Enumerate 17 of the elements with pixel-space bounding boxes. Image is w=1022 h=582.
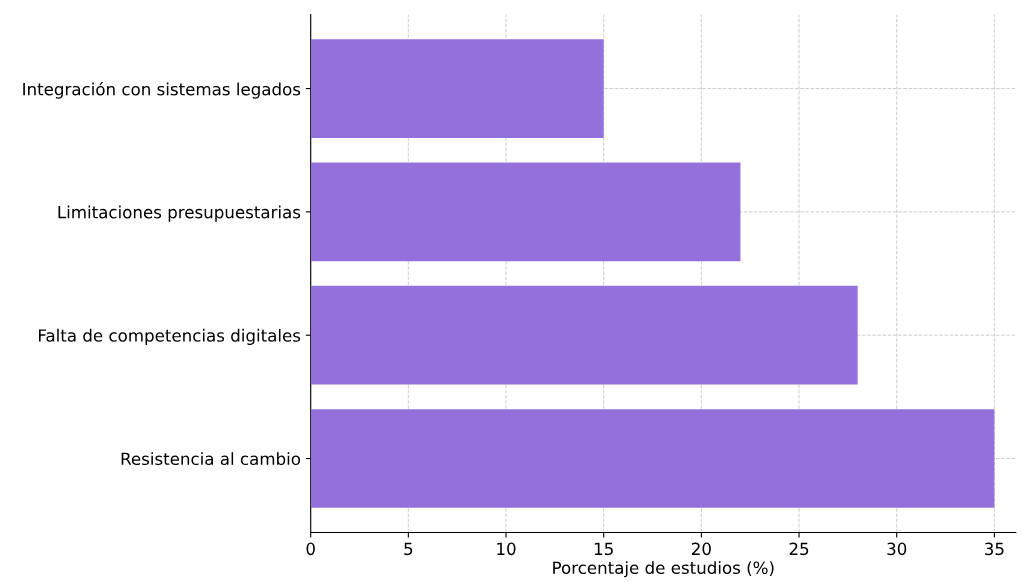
x-tick-label: 25 bbox=[789, 542, 809, 556]
bar bbox=[310, 162, 741, 262]
x-tick-label: 0 bbox=[306, 542, 315, 556]
x-tick-label: 15 bbox=[594, 542, 613, 556]
bar bbox=[310, 409, 995, 508]
bar bbox=[310, 39, 604, 138]
x-tick-label: 20 bbox=[691, 542, 711, 556]
x-axis-title: Porcentaje de estudios (%) bbox=[553, 561, 774, 578]
y-tick-label: Limitaciones presupuestarias bbox=[58, 205, 301, 222]
x-tick-label: 35 bbox=[985, 542, 1004, 556]
x-tick-label: 30 bbox=[887, 542, 907, 556]
x-tick-label: 10 bbox=[497, 542, 516, 556]
bar bbox=[310, 285, 858, 385]
x-tick-label: 5 bbox=[404, 542, 413, 556]
y-tick-label: Falta de competencias digitales bbox=[39, 328, 301, 345]
y-tick-label: Resistencia al cambio bbox=[121, 452, 301, 466]
y-tick-label: Integración con sistemas legados bbox=[23, 81, 301, 99]
